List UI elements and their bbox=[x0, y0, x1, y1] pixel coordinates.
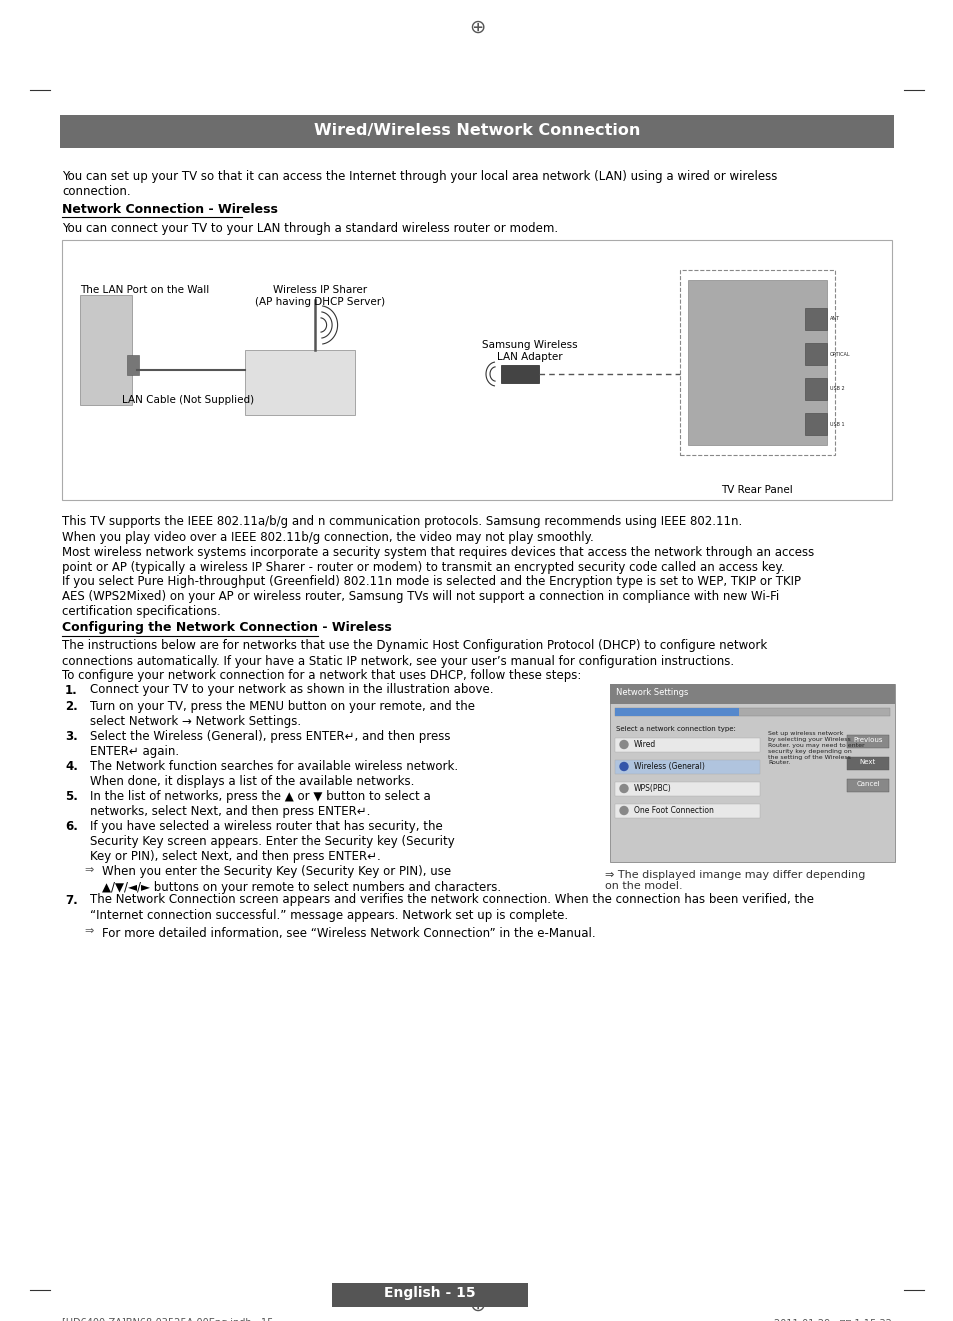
Text: The instructions below are for networks that use the Dynamic Host Configuration : The instructions below are for networks … bbox=[62, 639, 766, 667]
Text: English - 15: English - 15 bbox=[384, 1287, 476, 1300]
Text: Wired: Wired bbox=[634, 740, 656, 749]
Circle shape bbox=[619, 807, 627, 815]
Bar bbox=[846, 734, 888, 748]
Text: ⇒ The displayed imange may differ depending
on the model.: ⇒ The displayed imange may differ depend… bbox=[604, 869, 864, 892]
Text: Select the Wireless (General), press ENTER↵, and then press
ENTER↵ again.: Select the Wireless (General), press ENT… bbox=[90, 731, 450, 758]
Bar bbox=[615, 708, 889, 716]
Bar bbox=[609, 683, 894, 861]
Text: In the list of networks, press the ▲ or ▼ button to select a
networks, select Ne: In the list of networks, press the ▲ or … bbox=[90, 790, 431, 818]
Text: Previous: Previous bbox=[852, 737, 882, 744]
Bar bbox=[80, 295, 132, 406]
Text: Wireless IP Sharer
(AP having DHCP Server): Wireless IP Sharer (AP having DHCP Serve… bbox=[254, 285, 385, 306]
Text: USB 2: USB 2 bbox=[829, 387, 843, 391]
Bar bbox=[804, 308, 826, 330]
Text: When you enter the Security Key (Security Key or PIN), use
▲/▼/◄/► buttons on yo: When you enter the Security Key (Securit… bbox=[102, 865, 500, 893]
Bar bbox=[62, 240, 891, 501]
Bar bbox=[846, 757, 888, 770]
Bar bbox=[332, 1283, 527, 1306]
Circle shape bbox=[619, 785, 627, 793]
Bar bbox=[615, 737, 760, 752]
Bar bbox=[687, 280, 826, 445]
Bar bbox=[804, 343, 826, 365]
Text: [UD6400-ZA]BN68-03525A-00Eng.indb   15: [UD6400-ZA]BN68-03525A-00Eng.indb 15 bbox=[62, 1318, 274, 1321]
Bar bbox=[500, 365, 538, 383]
Text: 3.: 3. bbox=[65, 731, 77, 742]
Circle shape bbox=[619, 762, 627, 770]
Bar bbox=[615, 782, 760, 795]
Bar bbox=[615, 803, 760, 818]
Text: 6.: 6. bbox=[65, 820, 78, 834]
Text: LAN Cable (Not Supplied): LAN Cable (Not Supplied) bbox=[122, 395, 253, 406]
Bar bbox=[804, 378, 826, 400]
Text: ⊕: ⊕ bbox=[468, 1296, 485, 1314]
Text: If you have selected a wireless router that has security, the
Security Key scree: If you have selected a wireless router t… bbox=[90, 820, 455, 863]
Text: Wireless (General): Wireless (General) bbox=[634, 762, 704, 771]
Bar bbox=[127, 355, 139, 375]
Text: Most wireless network systems incorporate a security system that requires device: Most wireless network systems incorporat… bbox=[62, 546, 814, 575]
Text: Cancel: Cancel bbox=[855, 782, 879, 787]
Bar bbox=[846, 778, 888, 791]
Text: 7.: 7. bbox=[65, 893, 77, 906]
Text: ANT: ANT bbox=[829, 317, 840, 321]
Text: Configuring the Network Connection - Wireless: Configuring the Network Connection - Wir… bbox=[62, 621, 392, 634]
Text: Wired/Wireless Network Connection: Wired/Wireless Network Connection bbox=[314, 123, 639, 137]
Bar bbox=[60, 115, 893, 148]
Text: USB 1: USB 1 bbox=[829, 421, 843, 427]
Bar bbox=[804, 413, 826, 435]
Circle shape bbox=[619, 741, 627, 749]
Text: WPS(PBC): WPS(PBC) bbox=[634, 783, 671, 793]
Text: The Network Connection screen appears and verifies the network connection. When : The Network Connection screen appears an… bbox=[90, 893, 813, 922]
Text: Next: Next bbox=[859, 760, 875, 765]
Text: Select a network connection type:: Select a network connection type: bbox=[616, 725, 735, 732]
Text: Set up wireless network
by selecting your Wireless
Router. you may need to enter: Set up wireless network by selecting you… bbox=[767, 732, 863, 765]
Bar bbox=[679, 269, 834, 454]
Text: 5.: 5. bbox=[65, 790, 78, 803]
Text: TV Rear Panel: TV Rear Panel bbox=[720, 485, 792, 495]
Text: Network Connection - Wireless: Network Connection - Wireless bbox=[62, 203, 277, 217]
Bar bbox=[615, 708, 738, 716]
Text: Connect your TV to your network as shown in the illustration above.: Connect your TV to your network as shown… bbox=[90, 683, 493, 696]
Text: ⇒: ⇒ bbox=[84, 926, 93, 937]
Text: Turn on your TV, press the MENU button on your remote, and the
select Network → : Turn on your TV, press the MENU button o… bbox=[90, 700, 475, 728]
Text: ⊕: ⊕ bbox=[468, 18, 485, 37]
Text: Samsung Wireless
LAN Adapter: Samsung Wireless LAN Adapter bbox=[481, 339, 578, 362]
Text: You can connect your TV to your LAN through a standard wireless router or modem.: You can connect your TV to your LAN thro… bbox=[62, 222, 558, 235]
Text: Network Settings: Network Settings bbox=[616, 688, 688, 697]
Bar bbox=[245, 350, 355, 415]
Text: ⇒: ⇒ bbox=[84, 865, 93, 876]
Bar bbox=[615, 760, 760, 774]
Text: When you play video over a IEEE 802.11b/g connection, the video may not play smo: When you play video over a IEEE 802.11b/… bbox=[62, 531, 593, 543]
Text: 2011-01-29   오전 1:15:32: 2011-01-29 오전 1:15:32 bbox=[773, 1318, 891, 1321]
Text: The Network function searches for available wireless network.
When done, it disp: The Network function searches for availa… bbox=[90, 760, 457, 789]
Text: If you select Pure High-throughput (Greenfield) 802.11n mode is selected and the: If you select Pure High-throughput (Gree… bbox=[62, 575, 801, 618]
Bar bbox=[609, 683, 894, 704]
Text: OPTICAL: OPTICAL bbox=[829, 351, 850, 357]
Text: One Foot Connection: One Foot Connection bbox=[634, 806, 713, 815]
Text: You can set up your TV so that it can access the Internet through your local are: You can set up your TV so that it can ac… bbox=[62, 170, 777, 198]
Text: 4.: 4. bbox=[65, 760, 78, 773]
Text: The LAN Port on the Wall: The LAN Port on the Wall bbox=[80, 285, 209, 295]
Text: This TV supports the IEEE 802.11a/b/g and n communication protocols. Samsung rec: This TV supports the IEEE 802.11a/b/g an… bbox=[62, 515, 741, 528]
Text: 1.: 1. bbox=[65, 683, 77, 696]
Text: To configure your network connection for a network that uses DHCP, follow these : To configure your network connection for… bbox=[62, 668, 580, 682]
Text: For more detailed information, see “Wireless Network Connection” in the e-Manual: For more detailed information, see “Wire… bbox=[102, 926, 595, 939]
Text: 2.: 2. bbox=[65, 700, 77, 713]
